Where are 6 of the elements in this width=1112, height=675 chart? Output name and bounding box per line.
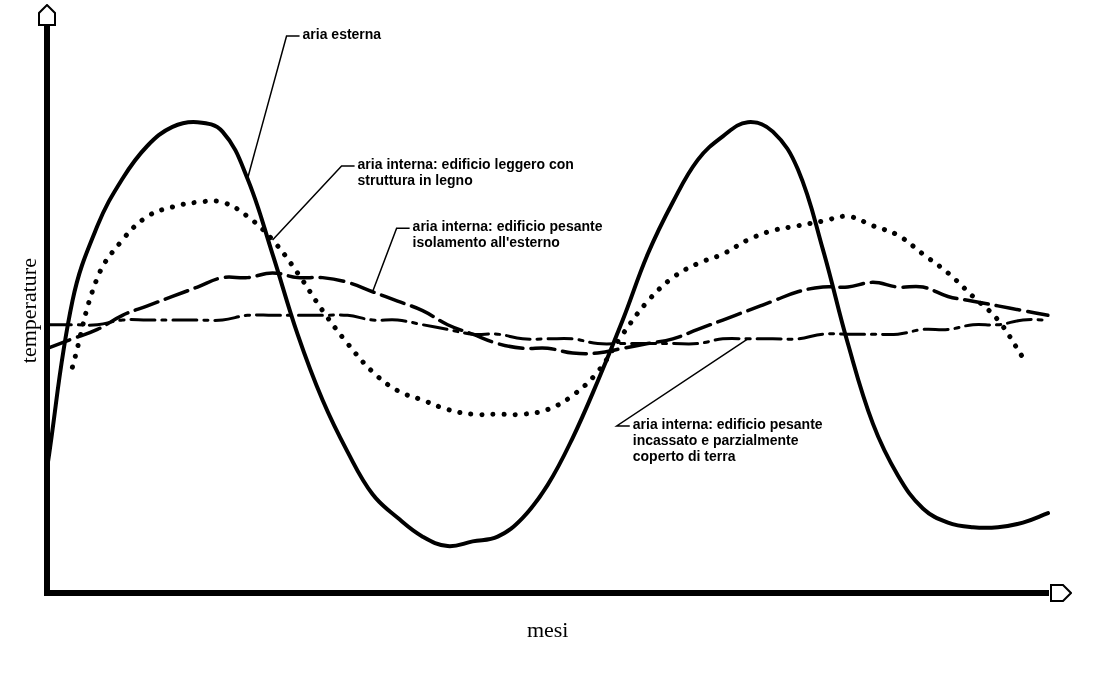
x-axis-title: mesi: [526, 616, 569, 642]
text: aria interna: edificio leggero con struttura in legno: [357, 155, 574, 188]
text: aria esterna: [302, 25, 382, 42]
y-axis-title: temperature: [15, 258, 41, 364]
text: aria interna: edificio pesante incassato e parzialmente coperto di terra: [632, 415, 823, 464]
text: aria interna: edificio pesante isolamento all'esterno: [412, 218, 603, 251]
